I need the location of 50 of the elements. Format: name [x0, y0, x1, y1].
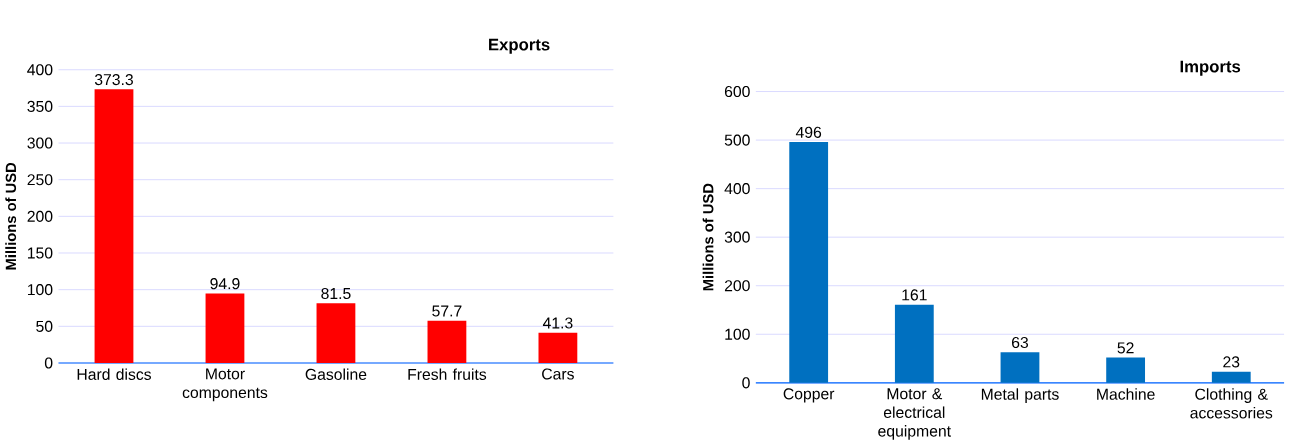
- y-axis-title: Millions of USD: [702, 183, 714, 291]
- x-tick-label: Copper: [783, 388, 835, 403]
- y-tick-label: 350: [27, 100, 53, 112]
- y-tick-label: 600: [724, 85, 750, 98]
- x-tick-label: Fresh fruits: [408, 368, 487, 380]
- bar: [316, 303, 356, 363]
- bar: [1106, 357, 1146, 383]
- data-label: 52: [1117, 342, 1134, 354]
- x-tick-label: Motor & electrical equipment: [878, 388, 951, 440]
- y-axis-title: Millions of USD: [5, 162, 17, 270]
- data-label: 94.9: [210, 278, 240, 290]
- y-tick-label: 100: [27, 284, 53, 296]
- y-tick-label: 400: [27, 64, 53, 76]
- bar: [1211, 371, 1251, 383]
- data-label: 57.7: [432, 305, 462, 317]
- bar: [94, 89, 134, 363]
- x-tick-label: Gasoline: [305, 368, 367, 380]
- x-tick-label: Cars: [542, 368, 574, 380]
- y-tick-label: 500: [724, 134, 750, 146]
- data-label: 23: [1223, 356, 1240, 368]
- y-tick-label: 300: [27, 137, 53, 149]
- y-tick-label: 400: [724, 183, 750, 195]
- data-label: 63: [1012, 336, 1029, 349]
- y-tick-label: 250: [27, 174, 53, 186]
- y-tick-label: 300: [724, 231, 750, 243]
- y-tick-label: 0: [44, 357, 53, 369]
- data-label: 496: [795, 126, 822, 138]
- bar: [538, 332, 578, 363]
- chart-title: Imports: [1180, 60, 1241, 76]
- data-label: 41.3: [542, 317, 573, 329]
- bar: [789, 142, 829, 383]
- y-tick-label: 0: [742, 377, 750, 389]
- y-tick-label: 200: [27, 210, 53, 222]
- y-tick-label: 150: [27, 247, 53, 259]
- x-tick-label: Metal parts: [981, 388, 1059, 403]
- bar: [894, 304, 934, 383]
- x-tick-label: Hard discs: [77, 368, 151, 380]
- data-label: 81.5: [321, 287, 351, 300]
- chart-title: Exports: [489, 38, 550, 54]
- x-tick-label: Clothing & accessories: [1190, 388, 1273, 419]
- x-tick-label: Machine: [1097, 388, 1155, 400]
- y-tick-label: 100: [725, 328, 750, 340]
- y-tick-label: 200: [724, 280, 750, 292]
- data-label: 161: [902, 289, 927, 301]
- bar: [205, 293, 245, 363]
- bar: [1000, 352, 1040, 383]
- y-tick-label: 50: [36, 320, 53, 332]
- x-tick-label: Motor components: [182, 368, 268, 402]
- bar: [427, 320, 467, 363]
- data-label: 373.3: [94, 74, 133, 86]
